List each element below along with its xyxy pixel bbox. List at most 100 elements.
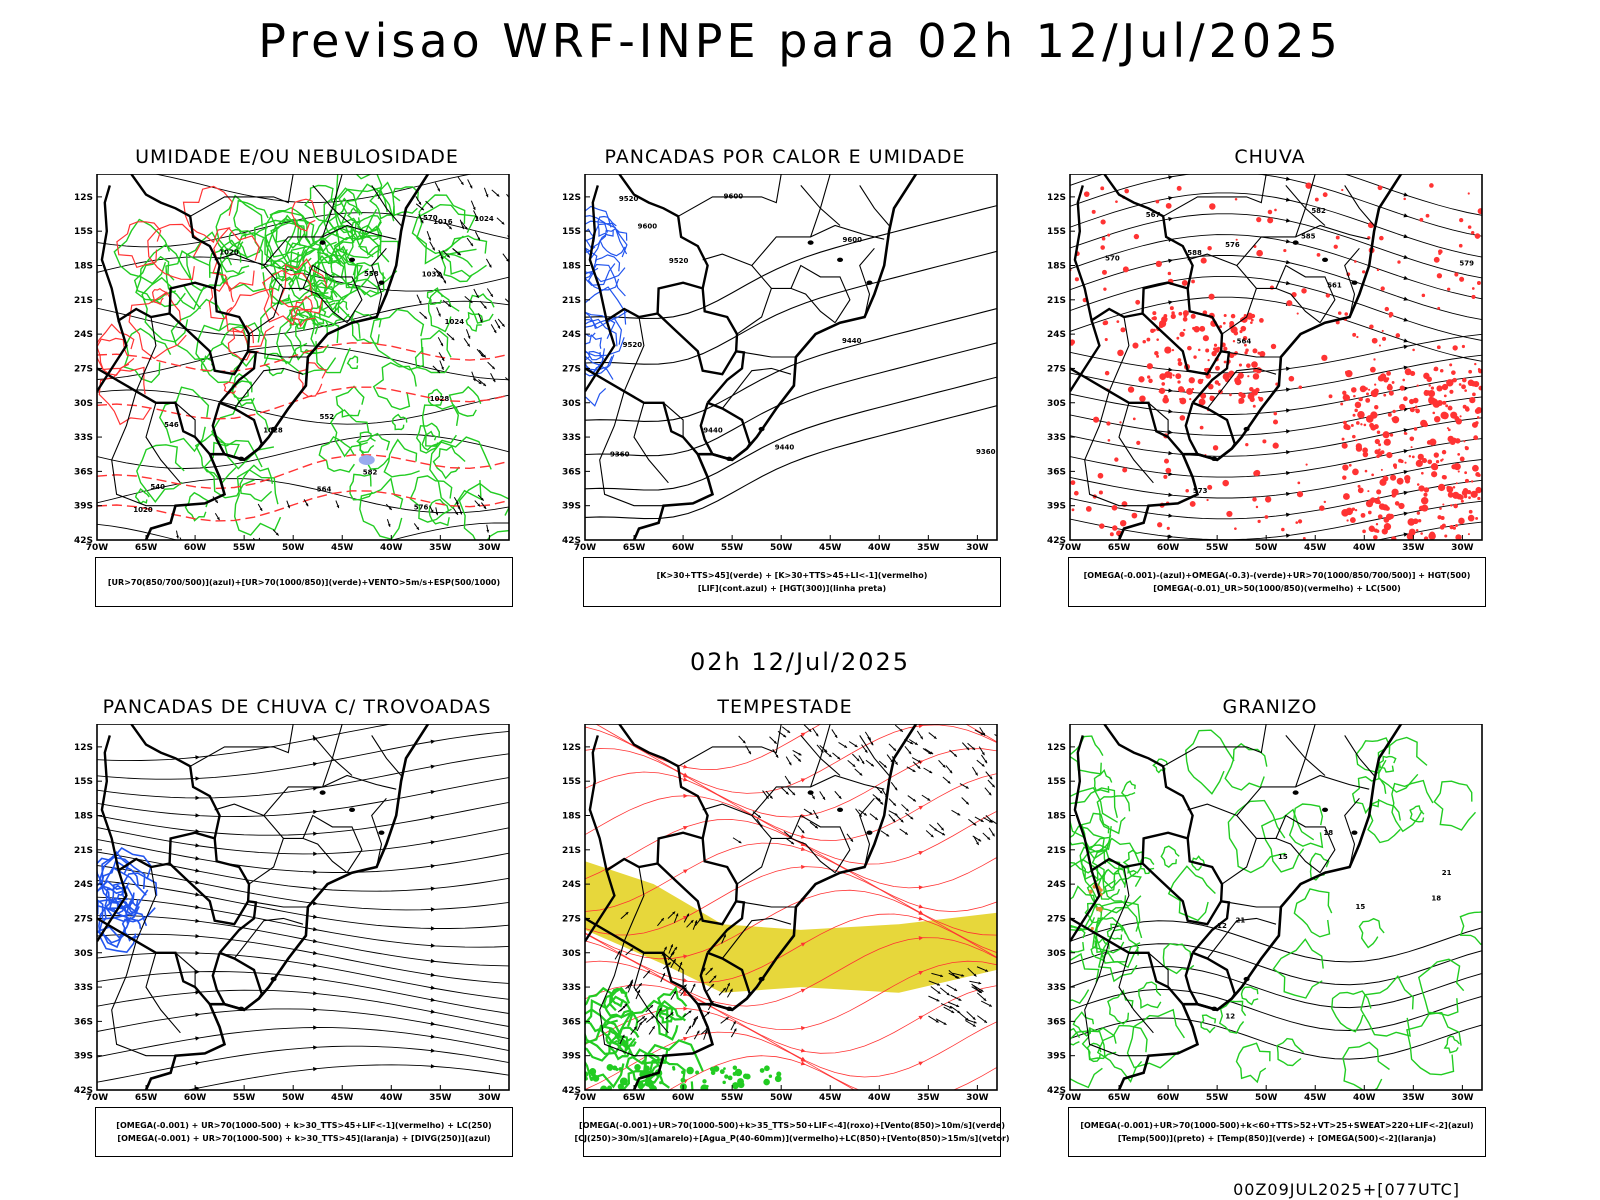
state-border bbox=[599, 941, 664, 1057]
country-border bbox=[706, 350, 746, 404]
lon-tick-label: 65W bbox=[1108, 1093, 1131, 1103]
panel-chuva: CHUVA 585 582 579 576 573 570 567 564 561 588 12S 1… bbox=[1035, 146, 1505, 621]
lat-tick-label: 36S bbox=[1047, 1017, 1066, 1027]
state-border bbox=[248, 837, 348, 885]
country-border bbox=[100, 735, 170, 873]
map-layers: 585 582 579 576 573 570 567 564 561 588 bbox=[1070, 174, 1482, 540]
lake bbox=[807, 240, 814, 245]
country-border bbox=[1141, 831, 1224, 926]
state-border bbox=[721, 367, 792, 409]
lon-tick-label: 50W bbox=[282, 543, 305, 553]
coastline bbox=[1117, 174, 1414, 540]
country-border bbox=[168, 281, 251, 376]
lon-tick-label: 60W bbox=[672, 543, 695, 553]
lake bbox=[1292, 790, 1299, 795]
lat-tick-label: 30S bbox=[562, 399, 581, 409]
lat-tick-label: 30S bbox=[74, 949, 93, 959]
weather-map: 585 582 579 576 573 570 567 564 561 588 12S 15S 18S 2… bbox=[1047, 174, 1483, 553]
state-border bbox=[1162, 724, 1267, 767]
state-border bbox=[189, 174, 294, 217]
lake bbox=[866, 830, 873, 835]
contour-label: 588 bbox=[1187, 249, 1202, 257]
legend-line: [OMEGA(-0.001) + UR>70(1000-500) + k>30_… bbox=[117, 1134, 491, 1143]
lon-tick-label: 70W bbox=[1059, 543, 1082, 553]
map-frame bbox=[96, 724, 510, 1091]
contour-label: 9520 bbox=[669, 257, 689, 265]
contour-label: 540 bbox=[150, 483, 165, 491]
contour-label: 576 bbox=[414, 503, 429, 511]
lat-tick-label: 18S bbox=[74, 812, 93, 822]
lon-tick-label: 60W bbox=[1157, 1093, 1180, 1103]
lat-tick-label: 36S bbox=[1047, 467, 1066, 477]
contour-label: 9520 bbox=[619, 195, 639, 203]
country-border bbox=[219, 951, 263, 995]
legend-line: [OMEGA(-0.01)_UR>50(1000/850)(vermelho) … bbox=[1153, 584, 1401, 593]
legend-box: [OMEGA(-0.001) + UR>70(1000-500) + k>30_… bbox=[95, 1107, 513, 1157]
country-border bbox=[97, 917, 211, 1005]
state-border bbox=[263, 174, 343, 289]
legend-line: [CJ(250)>30m/s](amarelo)+[Agua_P(40-60mm… bbox=[574, 1134, 1010, 1143]
lake bbox=[807, 790, 814, 795]
lat-tick-label: 33S bbox=[74, 983, 93, 993]
lat-tick-label: 39S bbox=[74, 502, 93, 512]
lat-tick-label: 42S bbox=[1047, 536, 1066, 546]
contour-label: 573 bbox=[1193, 487, 1208, 495]
map-frame bbox=[1069, 724, 1483, 1091]
lat-tick-label: 12S bbox=[1047, 743, 1066, 753]
contour-label: 1020 bbox=[133, 506, 153, 514]
run-info-label: 00Z09JUL2025+[077UTC] bbox=[1233, 1180, 1460, 1199]
country-border bbox=[1073, 185, 1143, 323]
country-border bbox=[1191, 350, 1231, 404]
lake bbox=[319, 240, 326, 245]
lat-tick-label: 36S bbox=[562, 1017, 581, 1027]
lon-tick-label: 30W bbox=[1451, 1093, 1474, 1103]
legend-line: [K>30+TTS>45](verde) + [K>30+TTS>45+LI<-… bbox=[656, 571, 928, 580]
state-border bbox=[633, 402, 669, 484]
legend-line: [OMEGA(-0.001)-(azul)+OMEGA(-0.3)-(verde… bbox=[1083, 571, 1471, 580]
state-border bbox=[1084, 941, 1149, 1057]
lat-tick-label: 21S bbox=[562, 296, 581, 306]
state-border bbox=[214, 253, 264, 267]
weather-map: 1016 1020 1024 1028 1032 564 570 576 582 546 552 55… bbox=[74, 174, 510, 553]
country-border bbox=[699, 402, 733, 462]
map-layers: 9600952094409360960095209440936096009520… bbox=[585, 174, 997, 540]
state-border bbox=[736, 837, 836, 885]
country-border bbox=[588, 735, 658, 873]
map-frame bbox=[1069, 174, 1483, 541]
lake bbox=[1211, 456, 1218, 461]
country-border bbox=[1070, 917, 1184, 1005]
state-border bbox=[1236, 724, 1316, 839]
state-border bbox=[599, 391, 664, 507]
lat-tick-label: 39S bbox=[74, 1052, 93, 1062]
country-border bbox=[585, 870, 616, 942]
lon-tick-label: 70W bbox=[574, 1093, 597, 1103]
lon-tick-label: 35W bbox=[917, 543, 940, 553]
lat-tick-label: 15S bbox=[562, 777, 581, 787]
lake bbox=[758, 976, 765, 982]
lon-tick-label: 50W bbox=[1255, 543, 1278, 553]
lat-tick-label: 27S bbox=[1047, 914, 1066, 924]
lat-tick-label: 24S bbox=[562, 330, 581, 340]
lat-tick-label: 18S bbox=[1047, 262, 1066, 272]
coastline bbox=[144, 724, 441, 1090]
lon-tick-label: 55W bbox=[1206, 1093, 1229, 1103]
country-border bbox=[706, 900, 746, 954]
country-border bbox=[1073, 735, 1143, 873]
lon-tick-label: 40W bbox=[1353, 543, 1376, 553]
lon-tick-label: 70W bbox=[86, 543, 109, 553]
contour-label: 9440 bbox=[775, 444, 795, 452]
legend-line: [OMEGA(-0.001)+UR>70(1000-500)+k<60+TTS>… bbox=[1080, 1121, 1474, 1130]
state-border bbox=[322, 224, 397, 240]
country-border bbox=[1070, 320, 1101, 392]
country-border bbox=[97, 320, 128, 392]
country-border bbox=[585, 320, 616, 392]
state-border bbox=[111, 941, 176, 1057]
state-border bbox=[371, 797, 387, 868]
state-border bbox=[263, 724, 343, 839]
state-border bbox=[810, 224, 885, 240]
lat-tick-label: 12S bbox=[562, 193, 581, 203]
contour-label: 582 bbox=[1311, 207, 1326, 215]
country-border bbox=[1191, 900, 1231, 954]
lat-tick-label: 27S bbox=[74, 914, 93, 924]
